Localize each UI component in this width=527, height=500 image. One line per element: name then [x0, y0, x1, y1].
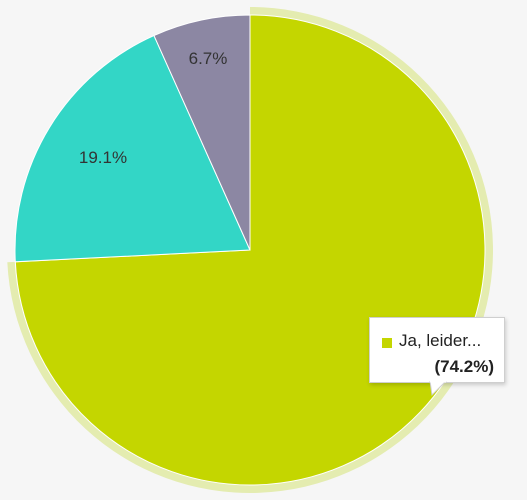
- pie-slice-2[interactable]: [14, 34, 251, 263]
- tooltip: Ja, leider... (74.2%): [369, 317, 505, 383]
- pie-slice-2-label: 19.1%: [79, 148, 127, 167]
- tooltip-pointer: [429, 381, 447, 397]
- pie-slice-3-label: 6.7%: [189, 49, 228, 68]
- pie-slice-3[interactable]: [153, 14, 251, 251]
- tooltip-series-name: Ja, leider...: [399, 331, 482, 350]
- tooltip-swatch: [382, 338, 392, 348]
- tooltip-series-value: (74.2%): [434, 357, 494, 376]
